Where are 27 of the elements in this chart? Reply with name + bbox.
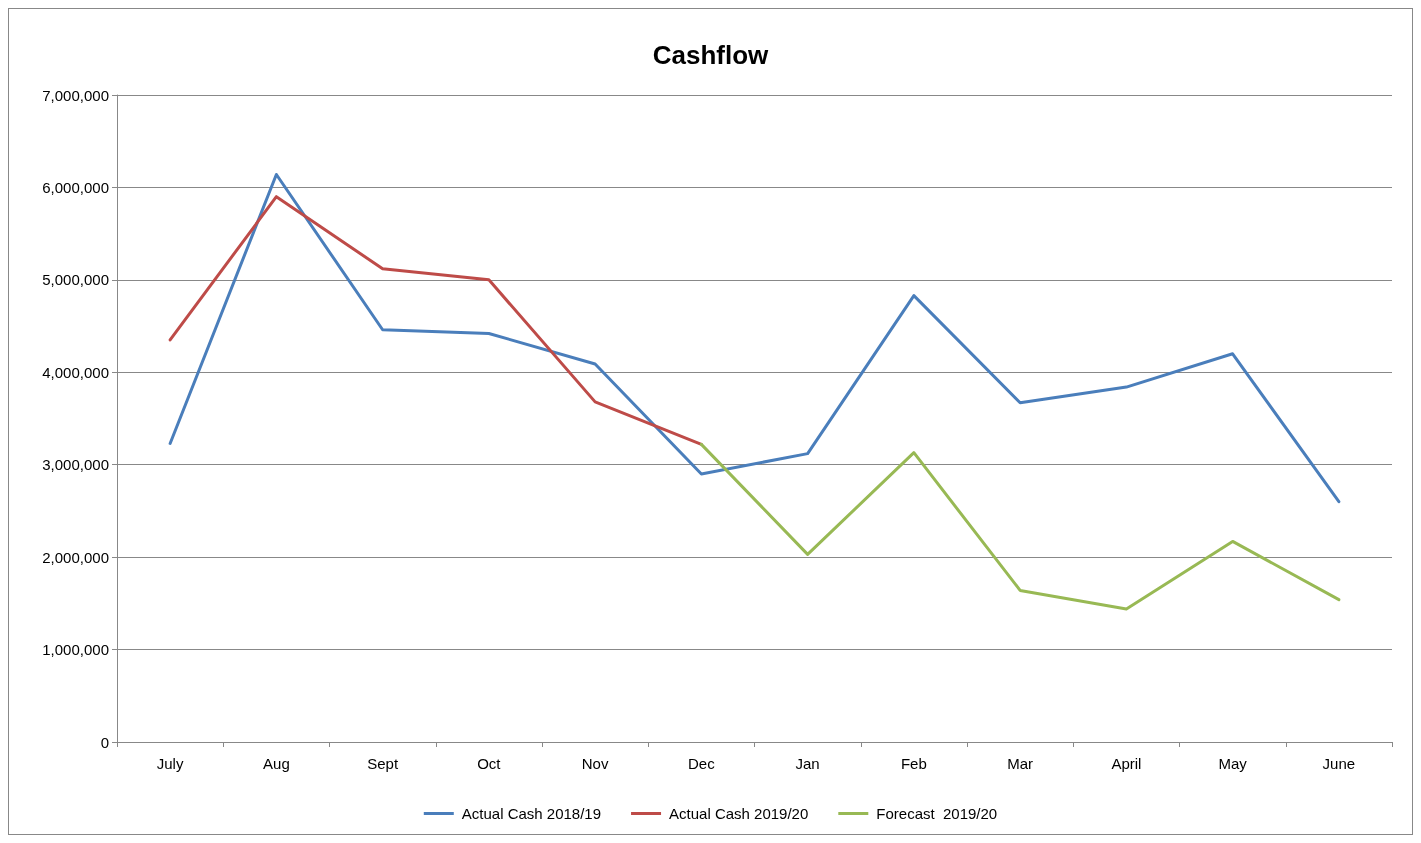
line-series [699, 442, 1341, 611]
line-series [168, 172, 1341, 504]
y-tick-label: 2,000,000 [42, 548, 109, 566]
y-tick-label: 4,000,000 [42, 363, 109, 381]
x-tick-label: Mar [1007, 755, 1034, 772]
legend-label: Actual Cash 2019/20 [669, 805, 809, 822]
x-tick-label: Sept [367, 755, 399, 772]
x-tick-label: May [1218, 755, 1248, 772]
x-tick-label: June [1322, 755, 1356, 772]
y-tick-label: 3,000,000 [42, 456, 109, 474]
y-tick-label: 0 [100, 733, 109, 751]
x-tick-label: Nov [581, 755, 609, 772]
x-tick-label: Aug [263, 755, 290, 772]
x-tick-label: July [156, 755, 184, 772]
y-tick-label: 7,000,000 [42, 86, 109, 104]
line-series [168, 195, 703, 446]
chart-title: Cashflow [652, 40, 770, 70]
y-tick-label: 5,000,000 [42, 271, 109, 289]
x-tick-label: Oct [477, 755, 502, 772]
x-tick-label: April [1111, 755, 1142, 772]
y-tick-label: 1,000,000 [42, 641, 109, 659]
x-tick-label: Jan [795, 755, 820, 772]
legend-label: Actual Cash 2018/19 [461, 805, 602, 822]
y-tick-label: 6,000,000 [42, 178, 109, 196]
x-tick-label: Dec [688, 755, 716, 772]
x-tick-label: Feb [900, 755, 927, 772]
legend-label: Forecast 2019/20 [876, 805, 998, 822]
